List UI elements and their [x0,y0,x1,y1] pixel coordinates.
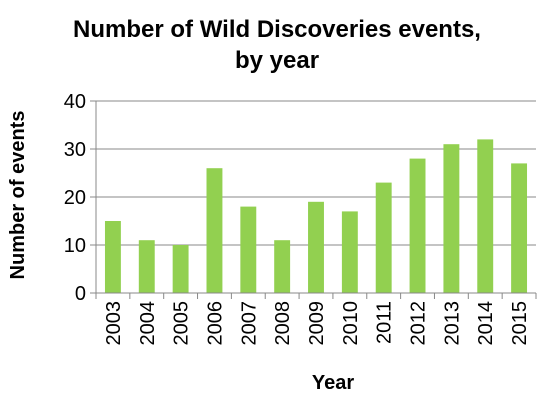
y-tick-label-0: 0 [75,283,86,305]
bar-2013 [443,144,460,293]
x-tick-label-2005: 2005 [171,301,193,346]
bar-2003 [104,221,121,293]
bar-2014 [477,139,494,293]
axes [90,100,537,299]
bar-2008 [274,240,291,293]
x-tick-label-2008: 2008 [272,301,294,346]
bar-2005 [172,245,189,293]
x-tick-labels: 2003 2004 2005 2006 2007 2008 2009 2010 2011 2012… [103,301,531,346]
bar-2011 [375,182,392,293]
x-tick-label-2007: 2007 [238,301,260,346]
bar-2004 [138,240,155,293]
bar-2009 [308,201,324,293]
bar-2006 [206,168,223,293]
x-tick-label-2010: 2010 [340,301,362,346]
chart-title-line-2: by year [235,47,319,74]
x-tick-label-2015: 2015 [509,301,531,346]
bar-2010 [341,211,358,293]
x-axis-title: Year [312,372,354,394]
x-tick-label-2011: 2011 [374,301,396,344]
chart-title-line-1: Number of Wild Discoveries events, [73,16,481,43]
bar-2012 [409,158,426,293]
y-axis-title: Number of events [7,111,29,280]
x-tick-label-2013: 2013 [441,301,463,346]
y-tick-label-30: 30 [64,139,86,161]
y-tick-labels: 0 10 20 30 40 [64,91,86,305]
y-tick-label-40: 40 [64,91,86,113]
bar-2015 [511,163,528,293]
bars [104,139,528,293]
x-tick-label-2012: 2012 [408,301,430,346]
x-tick-label-2014: 2014 [475,301,497,346]
x-tick-label-2009: 2009 [306,301,328,346]
x-tick-label-2006: 2006 [204,301,226,346]
y-tick-label-10: 10 [64,235,86,257]
x-tick-label-2003: 2003 [103,301,125,346]
x-tick-label-2004: 2004 [137,301,159,346]
bar-2007 [240,206,257,293]
y-tick-label-20: 20 [64,187,86,209]
